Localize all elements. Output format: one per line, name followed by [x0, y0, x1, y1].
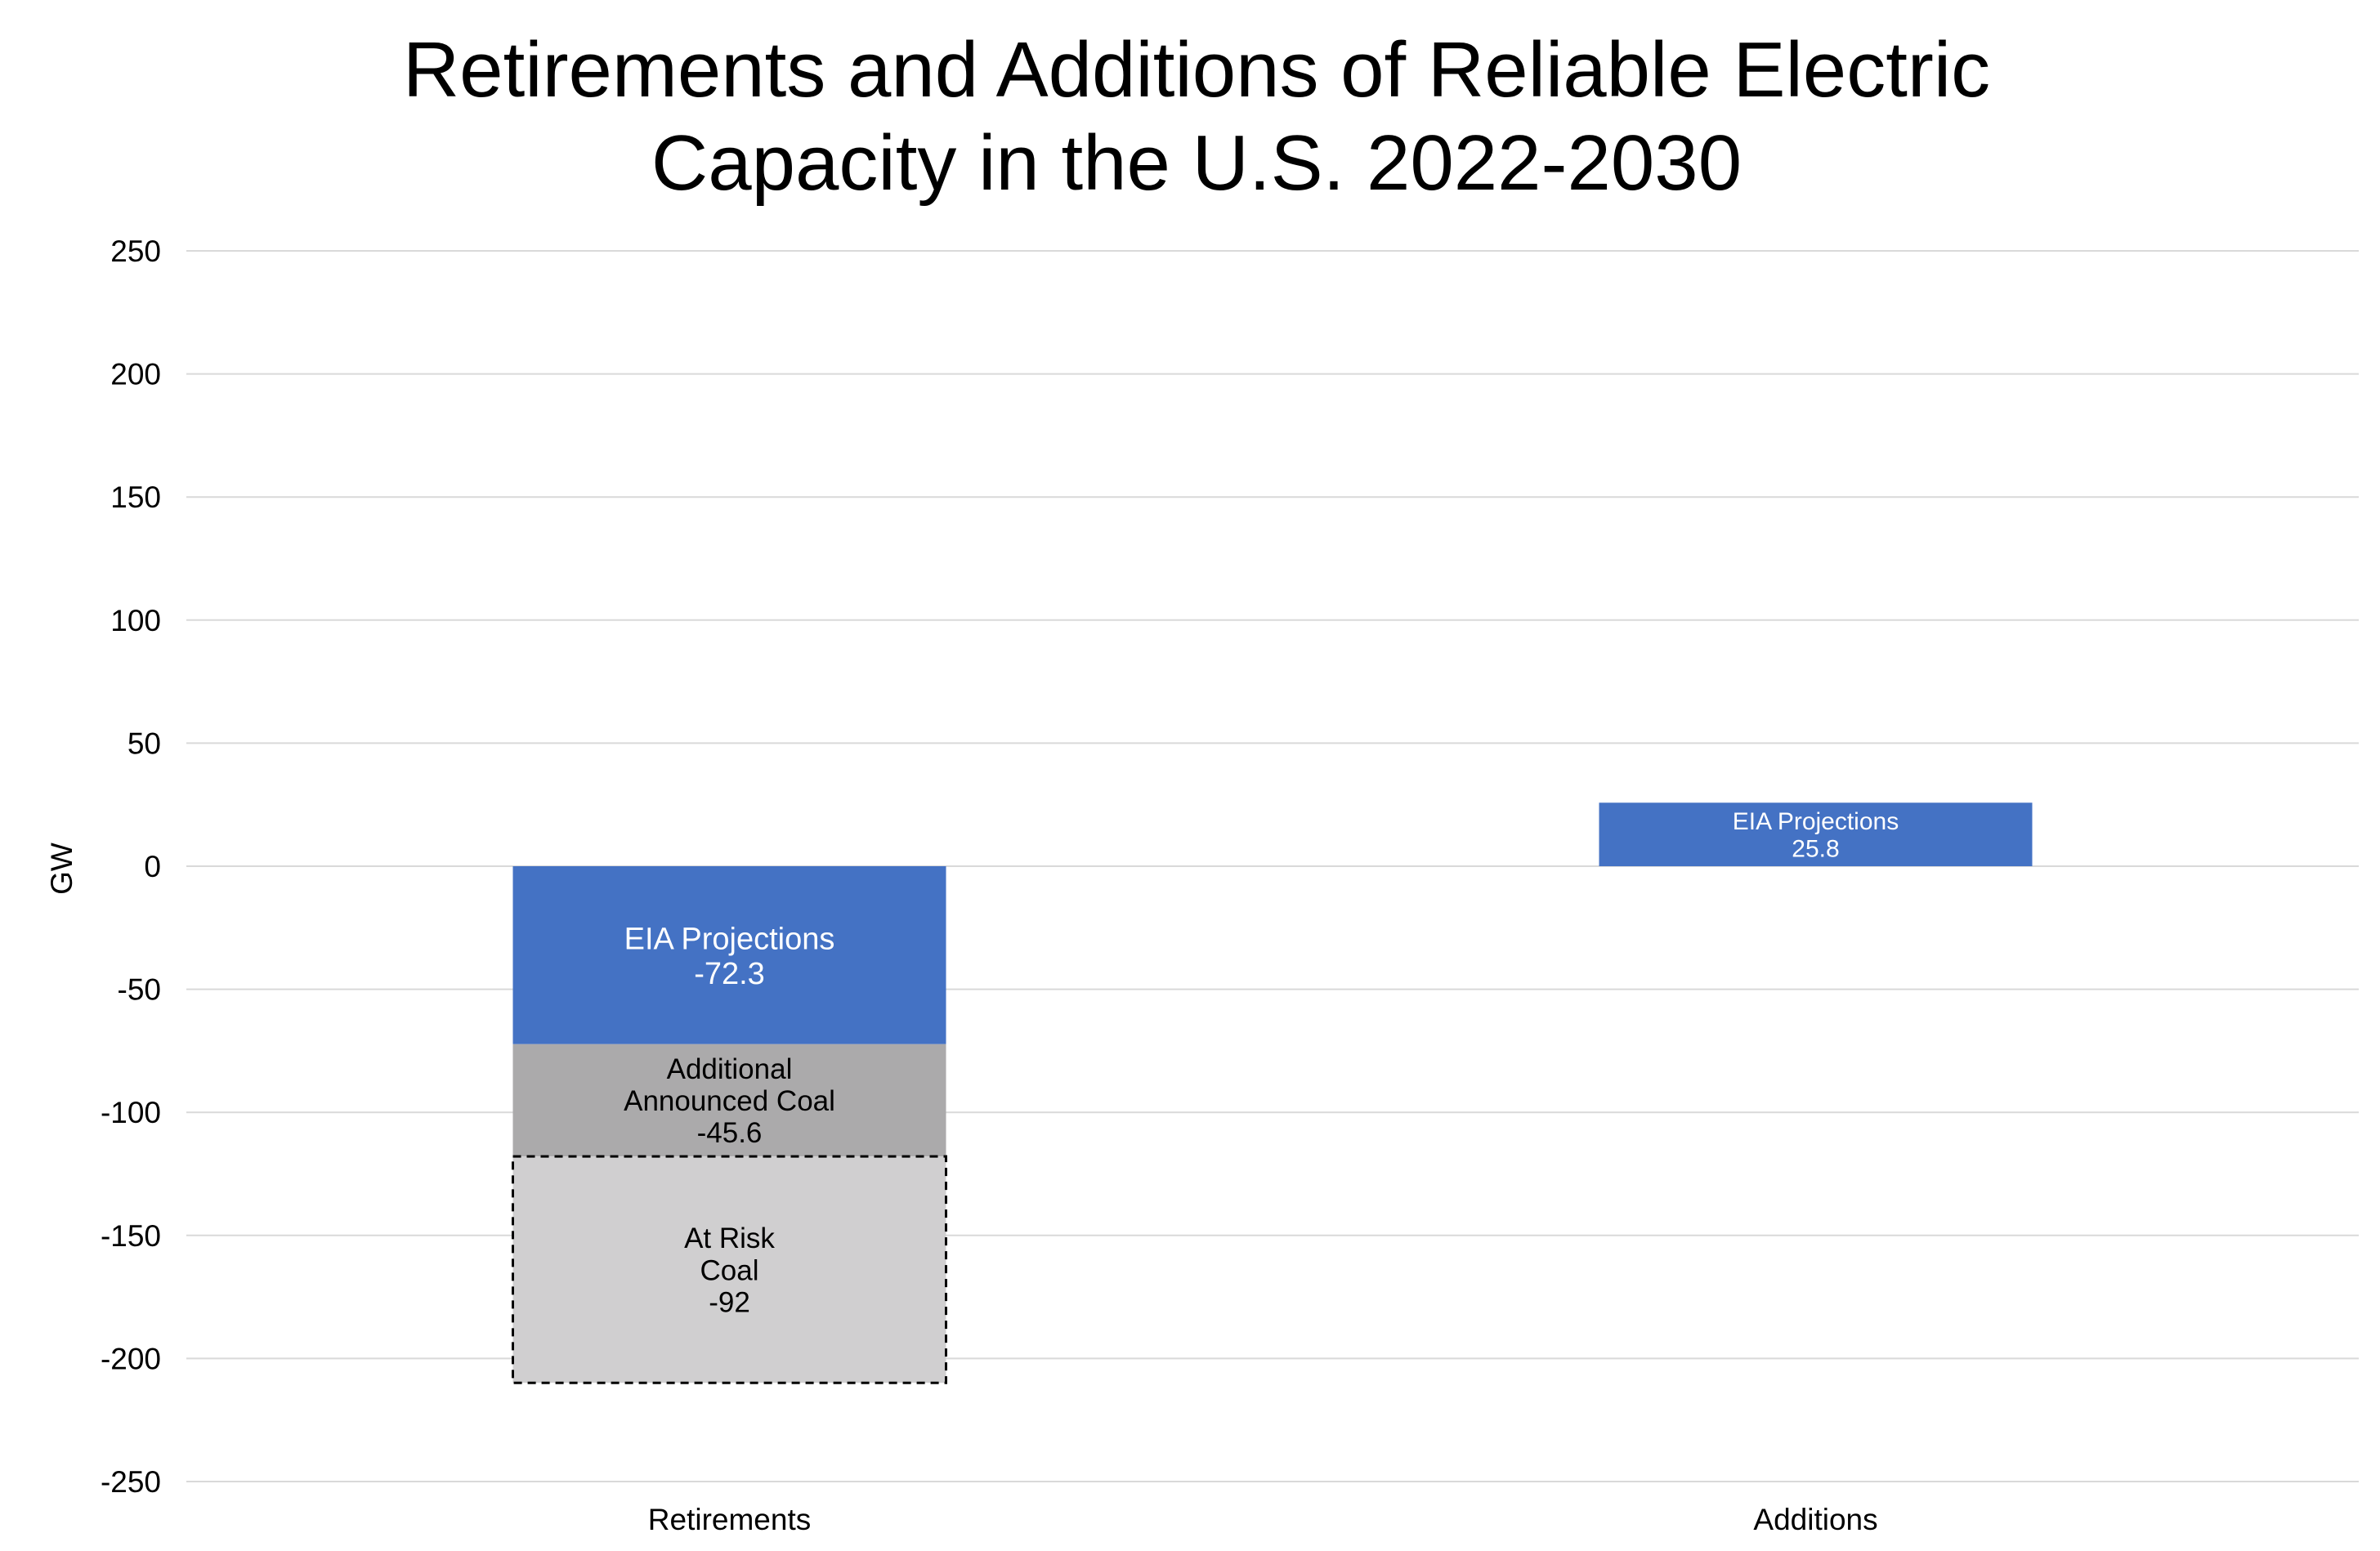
- bar-data-label: EIA Projections 25.8: [1733, 808, 1899, 863]
- bar-data-label: Additional Announced Coal -45.6: [624, 1053, 835, 1149]
- bar-data-label: EIA Projections -72.3: [624, 922, 835, 991]
- bar-data-label-line: -92: [709, 1286, 750, 1318]
- y-tick-label: 250: [110, 235, 161, 268]
- y-axis-title: GW: [45, 843, 78, 895]
- bar-data-label-line: -72.3: [694, 957, 765, 991]
- x-axis-ticks: Retirements Additions: [648, 1503, 1878, 1536]
- x-tick-label: Retirements: [648, 1503, 811, 1536]
- chart-title-line-1: Retirements and Additions of Reliable El…: [403, 26, 1990, 114]
- y-axis-ticks: 250 200 150 100 50 0 -50 -100 -150 -200 -250: [101, 235, 161, 1499]
- y-tick-label: 100: [110, 604, 161, 637]
- y-tick-label: -50: [118, 973, 161, 1007]
- bar-data-label-line: At Risk: [684, 1222, 775, 1254]
- y-tick-label: -100: [101, 1096, 161, 1129]
- y-tick-label: 150: [110, 480, 161, 514]
- bar-segment: [1599, 802, 2033, 866]
- bar-data-label-line: Coal: [700, 1254, 759, 1286]
- bar-data-label-line: Announced Coal: [624, 1085, 835, 1117]
- y-tick-label: 50: [128, 726, 161, 760]
- y-tick-label: 200: [110, 358, 161, 391]
- y-tick-label: -150: [101, 1219, 161, 1253]
- bar-data-label: At Risk Coal -92: [684, 1222, 775, 1318]
- bar-data-label-line: 25.8: [1792, 836, 1839, 863]
- x-tick-label: Additions: [1753, 1503, 1877, 1536]
- bar-segment: [512, 866, 946, 1044]
- chart-title: Retirements and Additions of Reliable El…: [403, 26, 1990, 207]
- y-tick-label: -250: [101, 1465, 161, 1499]
- y-tick-label: -200: [101, 1342, 161, 1375]
- y-tick-label: 0: [144, 850, 161, 883]
- bar-segment: [512, 1044, 946, 1157]
- bar-data-label-line: EIA Projections: [1733, 808, 1899, 835]
- gridlines: [186, 250, 2359, 1482]
- bar-data-label-line: Additional: [667, 1053, 793, 1085]
- bar-segment: [512, 1155, 947, 1384]
- bar-data-label-line: EIA Projections: [624, 922, 835, 956]
- chart-title-line-2: Capacity in the U.S. 2022-2030: [651, 119, 1742, 207]
- bar-data-label-line: -45.6: [697, 1117, 763, 1149]
